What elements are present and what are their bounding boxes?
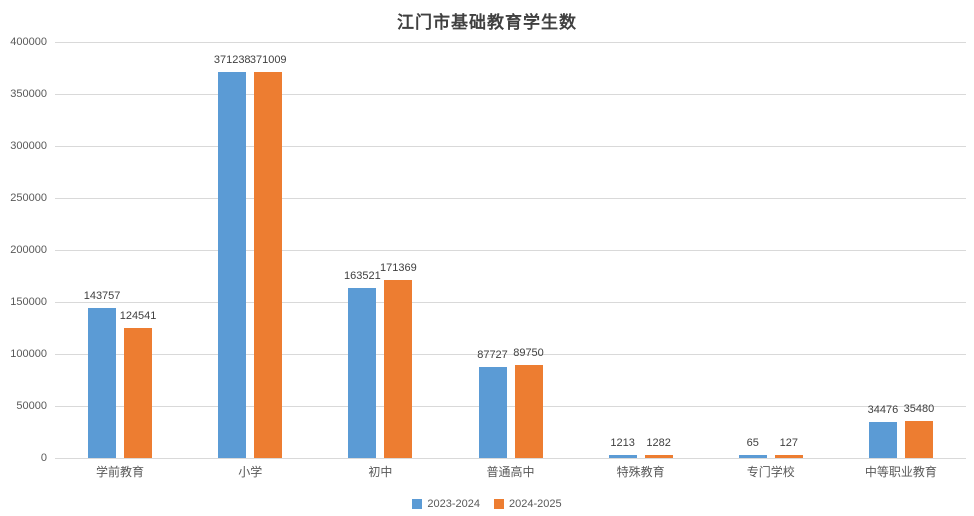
x-axis-category-label: 小学 [238, 465, 263, 479]
bar-value-label: 371238 [213, 53, 251, 66]
bar-2024-2025 [384, 279, 413, 458]
x-axis-category-label: 普通高中 [486, 465, 535, 479]
gridline [55, 197, 966, 199]
bar-value-label: 1213 [610, 437, 635, 449]
legend-swatch [494, 499, 504, 509]
gridline [55, 405, 966, 407]
bar-2023-2024 [348, 287, 377, 458]
x-axis-category-label: 特殊教育 [616, 465, 665, 479]
bar-value-label: 124541 [119, 310, 157, 323]
gridline [55, 353, 966, 355]
bar-2023-2024 [738, 455, 767, 458]
bar-value-label: 163521 [343, 269, 381, 282]
bar-value-label: 1282 [646, 437, 671, 449]
bar-2024-2025 [514, 364, 543, 458]
legend-label: 2024-2025 [509, 498, 562, 510]
y-axis-tick-label: 100000 [10, 348, 47, 360]
y-axis-tick-label: 400000 [10, 36, 47, 48]
bar-2023-2024 [608, 455, 637, 458]
y-axis-tick-label: 150000 [10, 296, 47, 308]
x-axis-category-label: 中等职业教育 [864, 465, 937, 479]
gridline [55, 145, 966, 147]
legend-swatch [412, 499, 423, 509]
legend-label: 2023-2024 [427, 498, 480, 510]
gridline [55, 93, 966, 95]
bar-2023-2024 [478, 366, 507, 458]
y-axis-tick-label: 250000 [10, 192, 47, 204]
bar-value-label: 34476 [867, 404, 899, 417]
legend-item: 2023-2024 [412, 498, 480, 510]
gridline [55, 249, 966, 251]
bar-value-label: 127 [779, 437, 798, 449]
y-axis-tick-label: 50000 [16, 400, 47, 412]
y-axis-tick-label: 200000 [10, 244, 47, 256]
gridline [55, 457, 966, 459]
bar-2024-2025 [904, 421, 933, 458]
bar-2024-2025 [774, 455, 803, 458]
bar-2024-2025 [644, 455, 673, 458]
bar-value-label: 371009 [249, 54, 287, 67]
legend-item: 2024-2025 [494, 498, 562, 510]
x-axis-category-label: 初中 [368, 465, 393, 479]
y-axis-tick-label: 300000 [10, 140, 47, 152]
chart-title: 江门市基础教育学生数 [397, 13, 577, 32]
bar-value-label: 171369 [379, 261, 417, 274]
x-axis-category-label: 专门学校 [746, 465, 795, 479]
bar-value-label: 87727 [477, 348, 508, 361]
bar-2024-2025 [124, 328, 153, 458]
x-axis-category-label: 学前教育 [96, 465, 145, 479]
bar-value-label: 65 [746, 437, 759, 449]
y-axis-tick-label: 350000 [10, 88, 47, 100]
bar-value-label: 89750 [513, 346, 544, 359]
y-axis-tick-label: 0 [40, 452, 47, 464]
bar-2023-2024 [868, 422, 897, 458]
bar-2023-2024 [218, 71, 247, 458]
gridline [55, 301, 966, 303]
legend: 2023-2024 2024-2025 [0, 498, 974, 510]
bar-2023-2024 [88, 308, 117, 458]
bar-value-label: 143757 [83, 290, 121, 303]
bar-2024-2025 [254, 72, 283, 458]
gridline [55, 41, 966, 43]
bar-value-label: 35480 [903, 403, 935, 416]
